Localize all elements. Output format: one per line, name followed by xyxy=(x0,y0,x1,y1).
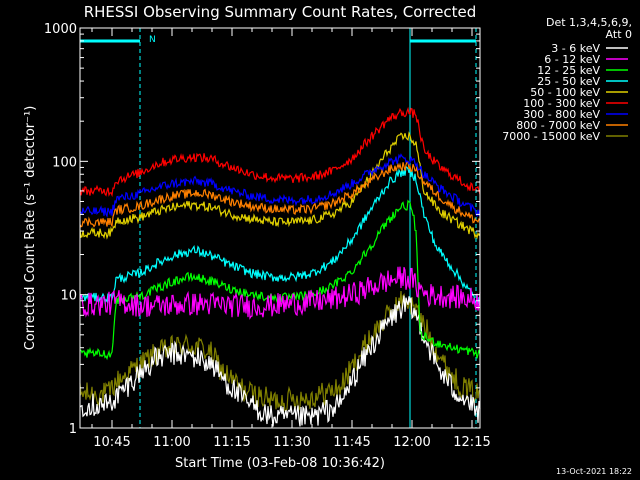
legend-label-1: 3 - 6 keV xyxy=(551,42,600,55)
legend-header-line-1: Det 1,3,4,5,6,9, xyxy=(546,16,632,29)
footer-timestamp: 13-Oct-2021 18:22 xyxy=(556,467,632,476)
y-tick-label-1: 1 xyxy=(69,422,77,437)
x-tick-label-1: 10:45 xyxy=(93,435,130,450)
plot-area: 10:45 11:00 11:15 11:30 11:45 12:00 12:15 1 10 10… xyxy=(44,22,491,450)
x-tick-label-2: 11:00 xyxy=(153,435,190,450)
legend-label-3: 12 - 25 keV xyxy=(537,64,600,77)
legend-label-6: 100 - 300 keV xyxy=(523,97,600,110)
legend-label-9: 7000 - 15000 keV xyxy=(502,130,600,143)
series-line-9 xyxy=(79,290,481,412)
plot-frame xyxy=(79,27,481,429)
legend-label-5: 50 - 100 keV xyxy=(530,86,600,99)
series-line-8 xyxy=(79,160,481,228)
series-line-5 xyxy=(79,131,481,240)
x-axis-label: Start Time (03-Feb-08 10:36:42) xyxy=(175,456,385,471)
flag-label: N xyxy=(149,35,156,45)
legend-header-line-2: Att 0 xyxy=(606,28,632,41)
y-tick-label-3: 100 xyxy=(52,155,77,170)
x-tick-label-7: 12:15 xyxy=(453,435,490,450)
y-tick-label-4: 1000 xyxy=(44,22,77,37)
chart-title: RHESSI Observing Summary Count Rates, Co… xyxy=(84,3,477,21)
x-tick-label-4: 11:30 xyxy=(273,435,310,450)
series-line-7 xyxy=(79,153,481,218)
x-tick-label-6: 12:00 xyxy=(393,435,430,450)
legend-label-8: 800 - 7000 keV xyxy=(516,119,600,132)
y-axis-label: Corrected Count Rate (s⁻¹ detector⁻¹) xyxy=(23,106,38,351)
series-line-1 xyxy=(79,295,481,427)
x-tick-label-3: 11:15 xyxy=(213,435,250,450)
series-line-2 xyxy=(79,266,481,320)
legend-label-2: 6 - 12 keV xyxy=(544,53,600,66)
series-line-4 xyxy=(79,165,481,305)
y-tick-label-2: 10 xyxy=(60,289,77,304)
x-tick-label-5: 11:45 xyxy=(333,435,370,450)
legend-label-4: 25 - 50 keV xyxy=(537,75,600,88)
legend-label-7: 300 - 800 keV xyxy=(523,108,600,121)
series-line-6 xyxy=(79,106,481,198)
